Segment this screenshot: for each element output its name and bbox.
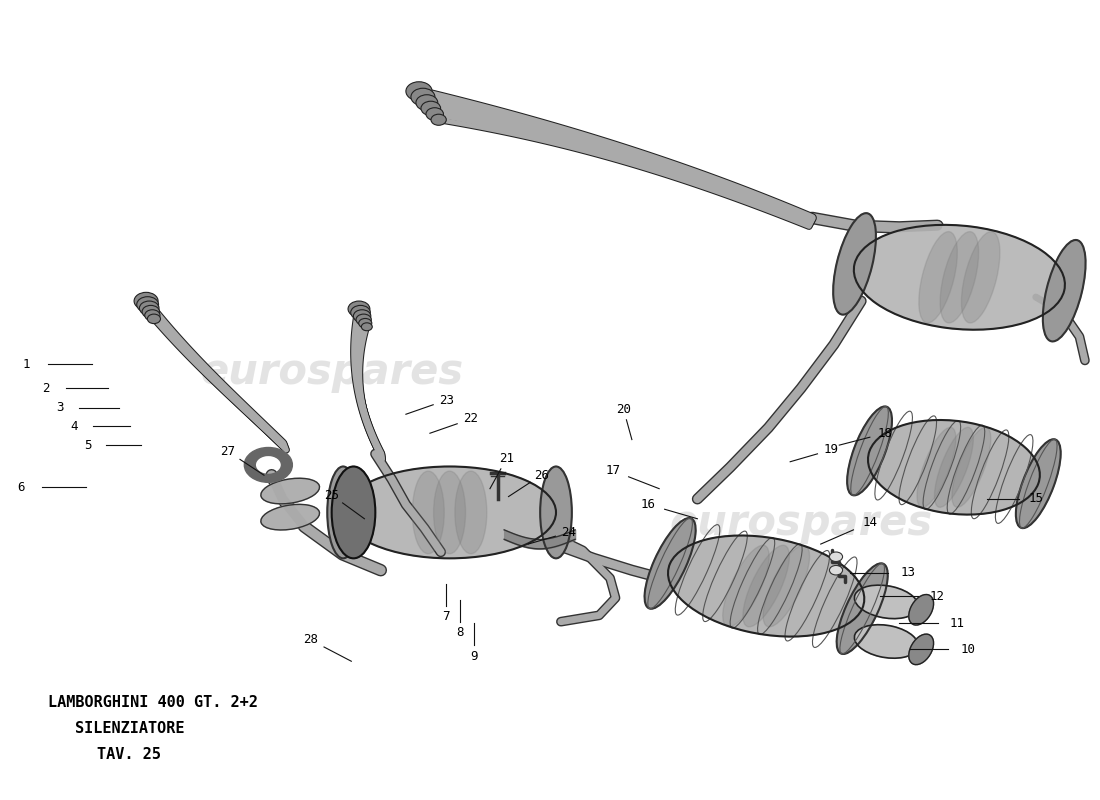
Ellipse shape bbox=[261, 478, 319, 504]
Circle shape bbox=[431, 114, 447, 126]
Ellipse shape bbox=[854, 225, 1065, 330]
Ellipse shape bbox=[645, 518, 695, 609]
Ellipse shape bbox=[909, 634, 934, 665]
Ellipse shape bbox=[855, 585, 918, 618]
Ellipse shape bbox=[742, 546, 790, 627]
Text: 10: 10 bbox=[960, 643, 975, 656]
Circle shape bbox=[362, 323, 372, 330]
Text: 20: 20 bbox=[616, 403, 631, 416]
Text: SILENZIATORE: SILENZIATORE bbox=[75, 721, 185, 736]
Text: 12: 12 bbox=[930, 590, 945, 603]
Text: 23: 23 bbox=[439, 394, 454, 406]
Ellipse shape bbox=[343, 466, 556, 558]
Ellipse shape bbox=[952, 427, 991, 507]
Ellipse shape bbox=[723, 546, 769, 627]
Text: 17: 17 bbox=[606, 464, 620, 478]
Text: 25: 25 bbox=[324, 489, 339, 502]
Ellipse shape bbox=[668, 535, 865, 637]
Circle shape bbox=[142, 306, 160, 318]
Ellipse shape bbox=[261, 504, 319, 530]
Text: 21: 21 bbox=[498, 453, 514, 466]
Circle shape bbox=[145, 310, 160, 321]
Circle shape bbox=[140, 301, 159, 315]
Text: 28: 28 bbox=[302, 634, 318, 646]
Text: 15: 15 bbox=[1028, 493, 1043, 506]
Text: 16: 16 bbox=[640, 498, 656, 511]
Circle shape bbox=[829, 552, 843, 562]
Text: LAMBORGHINI 400 GT. 2+2: LAMBORGHINI 400 GT. 2+2 bbox=[47, 695, 257, 710]
Ellipse shape bbox=[868, 420, 1040, 514]
Text: 14: 14 bbox=[862, 516, 878, 530]
Circle shape bbox=[147, 314, 161, 324]
Text: 3: 3 bbox=[56, 402, 64, 414]
Text: 1: 1 bbox=[22, 358, 30, 371]
Ellipse shape bbox=[847, 406, 892, 495]
Ellipse shape bbox=[455, 471, 487, 554]
Circle shape bbox=[829, 566, 843, 575]
Ellipse shape bbox=[540, 466, 572, 558]
Ellipse shape bbox=[1043, 240, 1086, 342]
Ellipse shape bbox=[909, 594, 934, 625]
Text: eurospares: eurospares bbox=[670, 502, 933, 544]
Text: 4: 4 bbox=[70, 420, 78, 433]
Ellipse shape bbox=[917, 427, 956, 507]
Circle shape bbox=[136, 297, 158, 313]
Ellipse shape bbox=[412, 471, 444, 554]
Ellipse shape bbox=[433, 471, 465, 554]
Text: 19: 19 bbox=[824, 443, 838, 456]
Text: 27: 27 bbox=[220, 445, 235, 458]
Text: 6: 6 bbox=[16, 481, 24, 494]
Circle shape bbox=[421, 102, 441, 115]
Text: 9: 9 bbox=[470, 650, 477, 663]
Text: 13: 13 bbox=[900, 566, 915, 579]
Ellipse shape bbox=[918, 232, 957, 323]
Text: 18: 18 bbox=[878, 426, 892, 440]
Ellipse shape bbox=[1016, 439, 1060, 528]
Text: eurospares: eurospares bbox=[200, 351, 463, 394]
Ellipse shape bbox=[855, 625, 918, 658]
Wedge shape bbox=[244, 447, 293, 482]
Text: 2: 2 bbox=[42, 382, 50, 394]
Ellipse shape bbox=[332, 466, 375, 558]
Ellipse shape bbox=[833, 213, 876, 314]
Text: 5: 5 bbox=[85, 438, 92, 452]
Text: TAV. 25: TAV. 25 bbox=[97, 747, 161, 762]
Ellipse shape bbox=[328, 466, 359, 558]
Text: 8: 8 bbox=[456, 626, 464, 639]
Ellipse shape bbox=[837, 563, 888, 654]
Ellipse shape bbox=[763, 546, 810, 627]
Text: 24: 24 bbox=[562, 526, 576, 538]
Circle shape bbox=[426, 108, 443, 120]
Circle shape bbox=[348, 301, 370, 317]
Text: 7: 7 bbox=[442, 610, 450, 623]
Circle shape bbox=[416, 94, 438, 110]
Circle shape bbox=[411, 88, 434, 106]
Circle shape bbox=[359, 318, 372, 328]
Circle shape bbox=[351, 306, 371, 320]
Circle shape bbox=[356, 314, 372, 325]
Circle shape bbox=[406, 82, 432, 101]
Ellipse shape bbox=[940, 232, 979, 323]
Ellipse shape bbox=[935, 427, 974, 507]
Circle shape bbox=[134, 292, 158, 310]
Circle shape bbox=[353, 310, 371, 322]
Text: 26: 26 bbox=[534, 469, 549, 482]
Ellipse shape bbox=[961, 232, 1000, 323]
Text: 22: 22 bbox=[463, 413, 478, 426]
Text: 11: 11 bbox=[949, 617, 964, 630]
